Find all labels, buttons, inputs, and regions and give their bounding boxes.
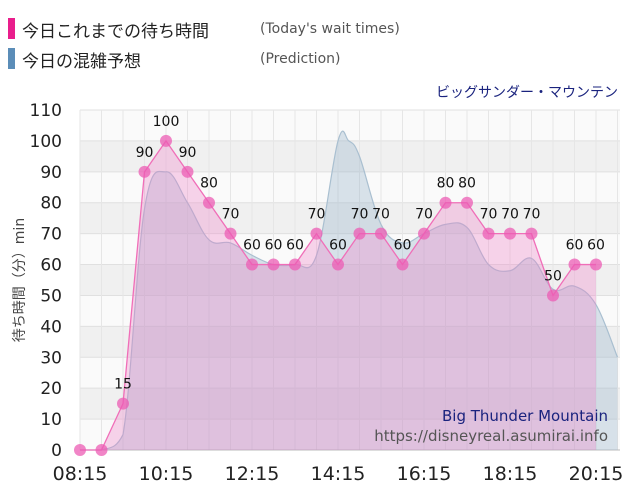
x-tick-label: 14:15 <box>311 463 366 485</box>
plot-band <box>80 264 620 296</box>
data-point <box>525 227 538 240</box>
data-point <box>418 227 430 240</box>
data-label: 70 <box>351 207 369 223</box>
y-tick-label: 80 <box>40 194 62 214</box>
y-tick-label: 90 <box>40 163 62 183</box>
legend-item-today: 今日これまでの待ち時間 (Today's wait times) <box>8 14 638 42</box>
x-tick-label: 10:15 <box>139 463 194 485</box>
y-tick-label: 50 <box>40 286 62 306</box>
data-point <box>160 134 172 147</box>
data-point <box>267 258 280 271</box>
data-label: 60 <box>394 238 412 254</box>
data-label: 90 <box>136 145 154 161</box>
data-point <box>547 289 559 302</box>
data-label: 70 <box>222 207 240 223</box>
x-tick-label: 16:15 <box>397 463 452 485</box>
data-point <box>568 258 581 271</box>
y-tick-label: 60 <box>40 256 62 276</box>
data-label: 50 <box>544 268 562 284</box>
data-point <box>74 444 86 456</box>
data-label: 60 <box>243 238 261 254</box>
y-tick-label: 0 <box>51 441 62 461</box>
data-label: 70 <box>480 207 498 223</box>
data-point <box>203 196 215 209</box>
plot-band <box>80 357 620 389</box>
data-point <box>246 258 258 271</box>
legend: 今日これまでの待ち時間 (Today's wait times) 今日の混雑予想… <box>8 14 638 74</box>
plot-band <box>80 171 620 203</box>
data-point <box>590 258 602 271</box>
prediction-area <box>80 131 618 450</box>
attraction-name: ビッグサンダー・マウンテン <box>436 85 618 101</box>
prediction-line <box>79 130 619 451</box>
data-point <box>396 258 409 271</box>
x-tick-label: 12:15 <box>225 463 280 485</box>
legend-swatch-today <box>8 18 15 39</box>
plot-band <box>80 326 620 358</box>
data-label: 70 <box>372 207 390 223</box>
plot-bands <box>80 110 620 450</box>
data-label: 60 <box>329 238 347 254</box>
data-label: 60 <box>265 238 283 254</box>
data-point <box>504 227 516 240</box>
data-point <box>353 227 366 240</box>
data-point <box>375 227 387 240</box>
data-point <box>181 165 194 178</box>
data-point <box>224 227 237 240</box>
y-tick-label: 110 <box>30 101 62 121</box>
grid-lines <box>79 109 620 451</box>
legend-item-prediction: 今日の混雑予想 (Prediction) <box>8 44 638 72</box>
plot-band <box>80 419 620 450</box>
data-label: 90 <box>179 145 197 161</box>
legend-note-today: (Today's wait times) <box>260 21 400 37</box>
x-tick-label: 20:15 <box>569 463 624 485</box>
data-label: 70 <box>501 207 519 223</box>
data-label: 100 <box>153 114 180 130</box>
today-area <box>80 140 596 450</box>
data-label: 60 <box>587 238 605 254</box>
plot-band <box>80 388 620 420</box>
data-point <box>482 227 495 240</box>
data-point <box>461 196 473 209</box>
y-tick-label: 10 <box>40 410 62 430</box>
data-label: 80 <box>437 176 455 192</box>
data-point <box>439 196 452 209</box>
watermark-name: Big Thunder Mountain <box>442 407 608 425</box>
data-label: 60 <box>566 238 584 254</box>
y-tick-label: 100 <box>30 132 62 152</box>
data-label: 80 <box>458 176 476 192</box>
data-point <box>138 165 151 178</box>
data-point <box>332 258 344 271</box>
legend-note-prediction: (Prediction) <box>260 51 341 67</box>
data-point <box>289 258 301 271</box>
x-tick-label: 08:15 <box>53 463 108 485</box>
chart-areas <box>79 130 619 451</box>
data-label: 70 <box>308 207 326 223</box>
y-tick-label: 70 <box>40 225 62 245</box>
y-tick-labels: 0 10 20 30 40 50 60 70 80 90 100 110 <box>30 101 62 461</box>
x-tick-label: 18:15 <box>483 463 538 485</box>
data-point <box>95 444 108 456</box>
data-label: 70 <box>415 207 433 223</box>
plot-band <box>80 110 620 141</box>
data-points <box>74 134 602 456</box>
y-tick-label: 40 <box>40 317 62 337</box>
plot-band <box>80 295 620 327</box>
y-tick-label: 30 <box>40 348 62 368</box>
y-axis-label: 待ち時間（分）min <box>12 218 28 342</box>
data-point <box>117 397 129 410</box>
legend-label-prediction: 今日の混雑予想 <box>22 52 141 72</box>
y-tick-label: 20 <box>40 379 62 399</box>
data-label: 80 <box>200 176 218 192</box>
x-tick-labels: 08:15 10:15 12:15 14:15 16:15 18:15 20:15 <box>53 463 624 485</box>
data-label: 70 <box>523 207 541 223</box>
data-label: 60 <box>286 238 304 254</box>
legend-label-today: 今日これまでの待ち時間 <box>22 22 209 42</box>
watermark-url: https://disneyreal.asumirai.info <box>374 427 608 445</box>
data-point <box>310 227 323 240</box>
data-label: 15 <box>114 377 132 393</box>
legend-swatch-prediction <box>8 48 15 69</box>
